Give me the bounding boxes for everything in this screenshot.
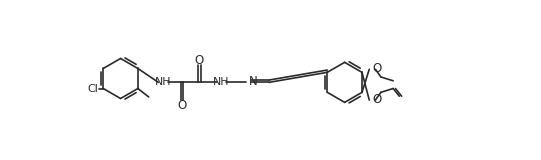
Text: N: N [248,75,257,88]
Text: NH: NH [213,77,230,87]
Text: O: O [372,62,381,75]
Text: O: O [194,53,204,67]
Text: O: O [372,93,381,106]
Text: O: O [177,99,187,112]
Text: Cl: Cl [87,84,98,93]
Text: NH: NH [155,77,171,87]
